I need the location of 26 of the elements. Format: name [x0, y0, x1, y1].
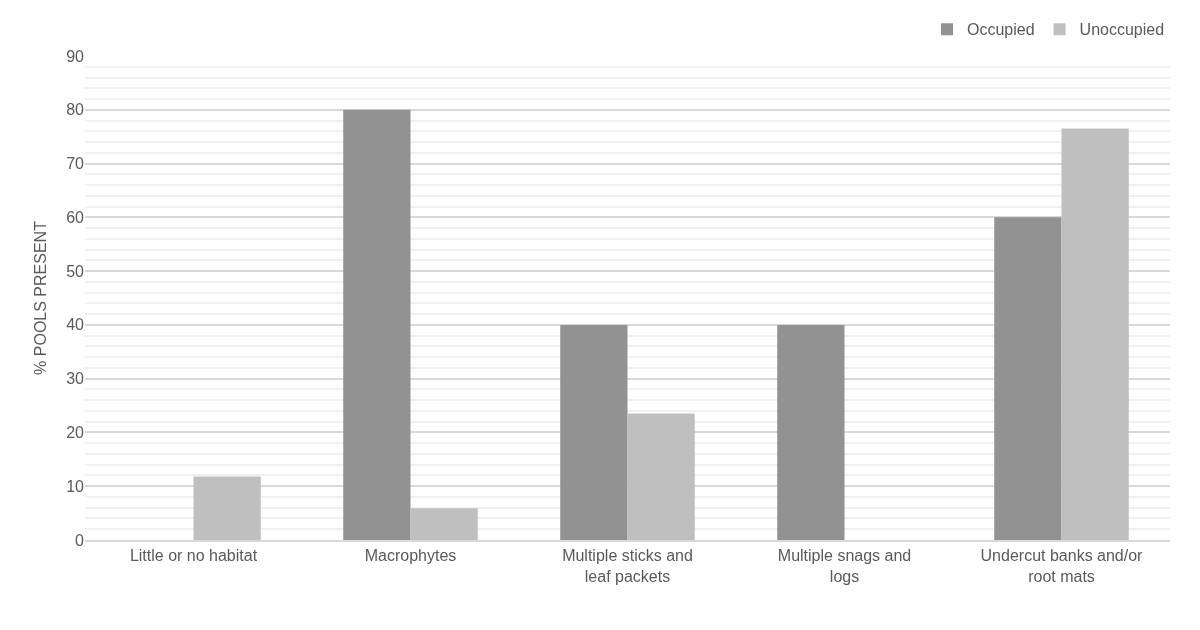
y-tick-label: 10: [66, 477, 85, 495]
y-tick-label: 20: [66, 424, 85, 442]
x-tick-label: Little or no habitat: [129, 547, 258, 565]
bar: [1061, 128, 1129, 540]
x-tick-label: Macrophytes: [364, 547, 457, 565]
x-tick-label: Multiple snags and logs: [777, 547, 912, 585]
y-tick-label: 50: [66, 262, 85, 280]
bar: [410, 508, 478, 540]
y-tick-label: 90: [66, 47, 85, 65]
bar: [193, 476, 261, 540]
x-tick-label: Multiple sticks and leaf packets: [562, 547, 693, 585]
y-tick-label: 30: [66, 370, 85, 388]
bar: [627, 413, 695, 540]
y-tick-label: 0: [75, 531, 85, 549]
y-tick-label: 80: [66, 101, 85, 119]
x-tick-label: Undercut banks and/or root mats: [980, 547, 1144, 585]
bar: [343, 109, 411, 540]
y-tick-label: 70: [66, 155, 85, 173]
bar: [777, 324, 845, 540]
legend-label: Occupied: [967, 21, 1035, 39]
y-axis-title: % POOLS PRESENT: [32, 220, 50, 375]
legend-label: Unoccupied: [1079, 21, 1165, 39]
y-tick-label: 40: [66, 316, 85, 334]
y-tick-label: 60: [66, 208, 85, 226]
bar: [560, 324, 628, 540]
bar: [994, 217, 1062, 540]
